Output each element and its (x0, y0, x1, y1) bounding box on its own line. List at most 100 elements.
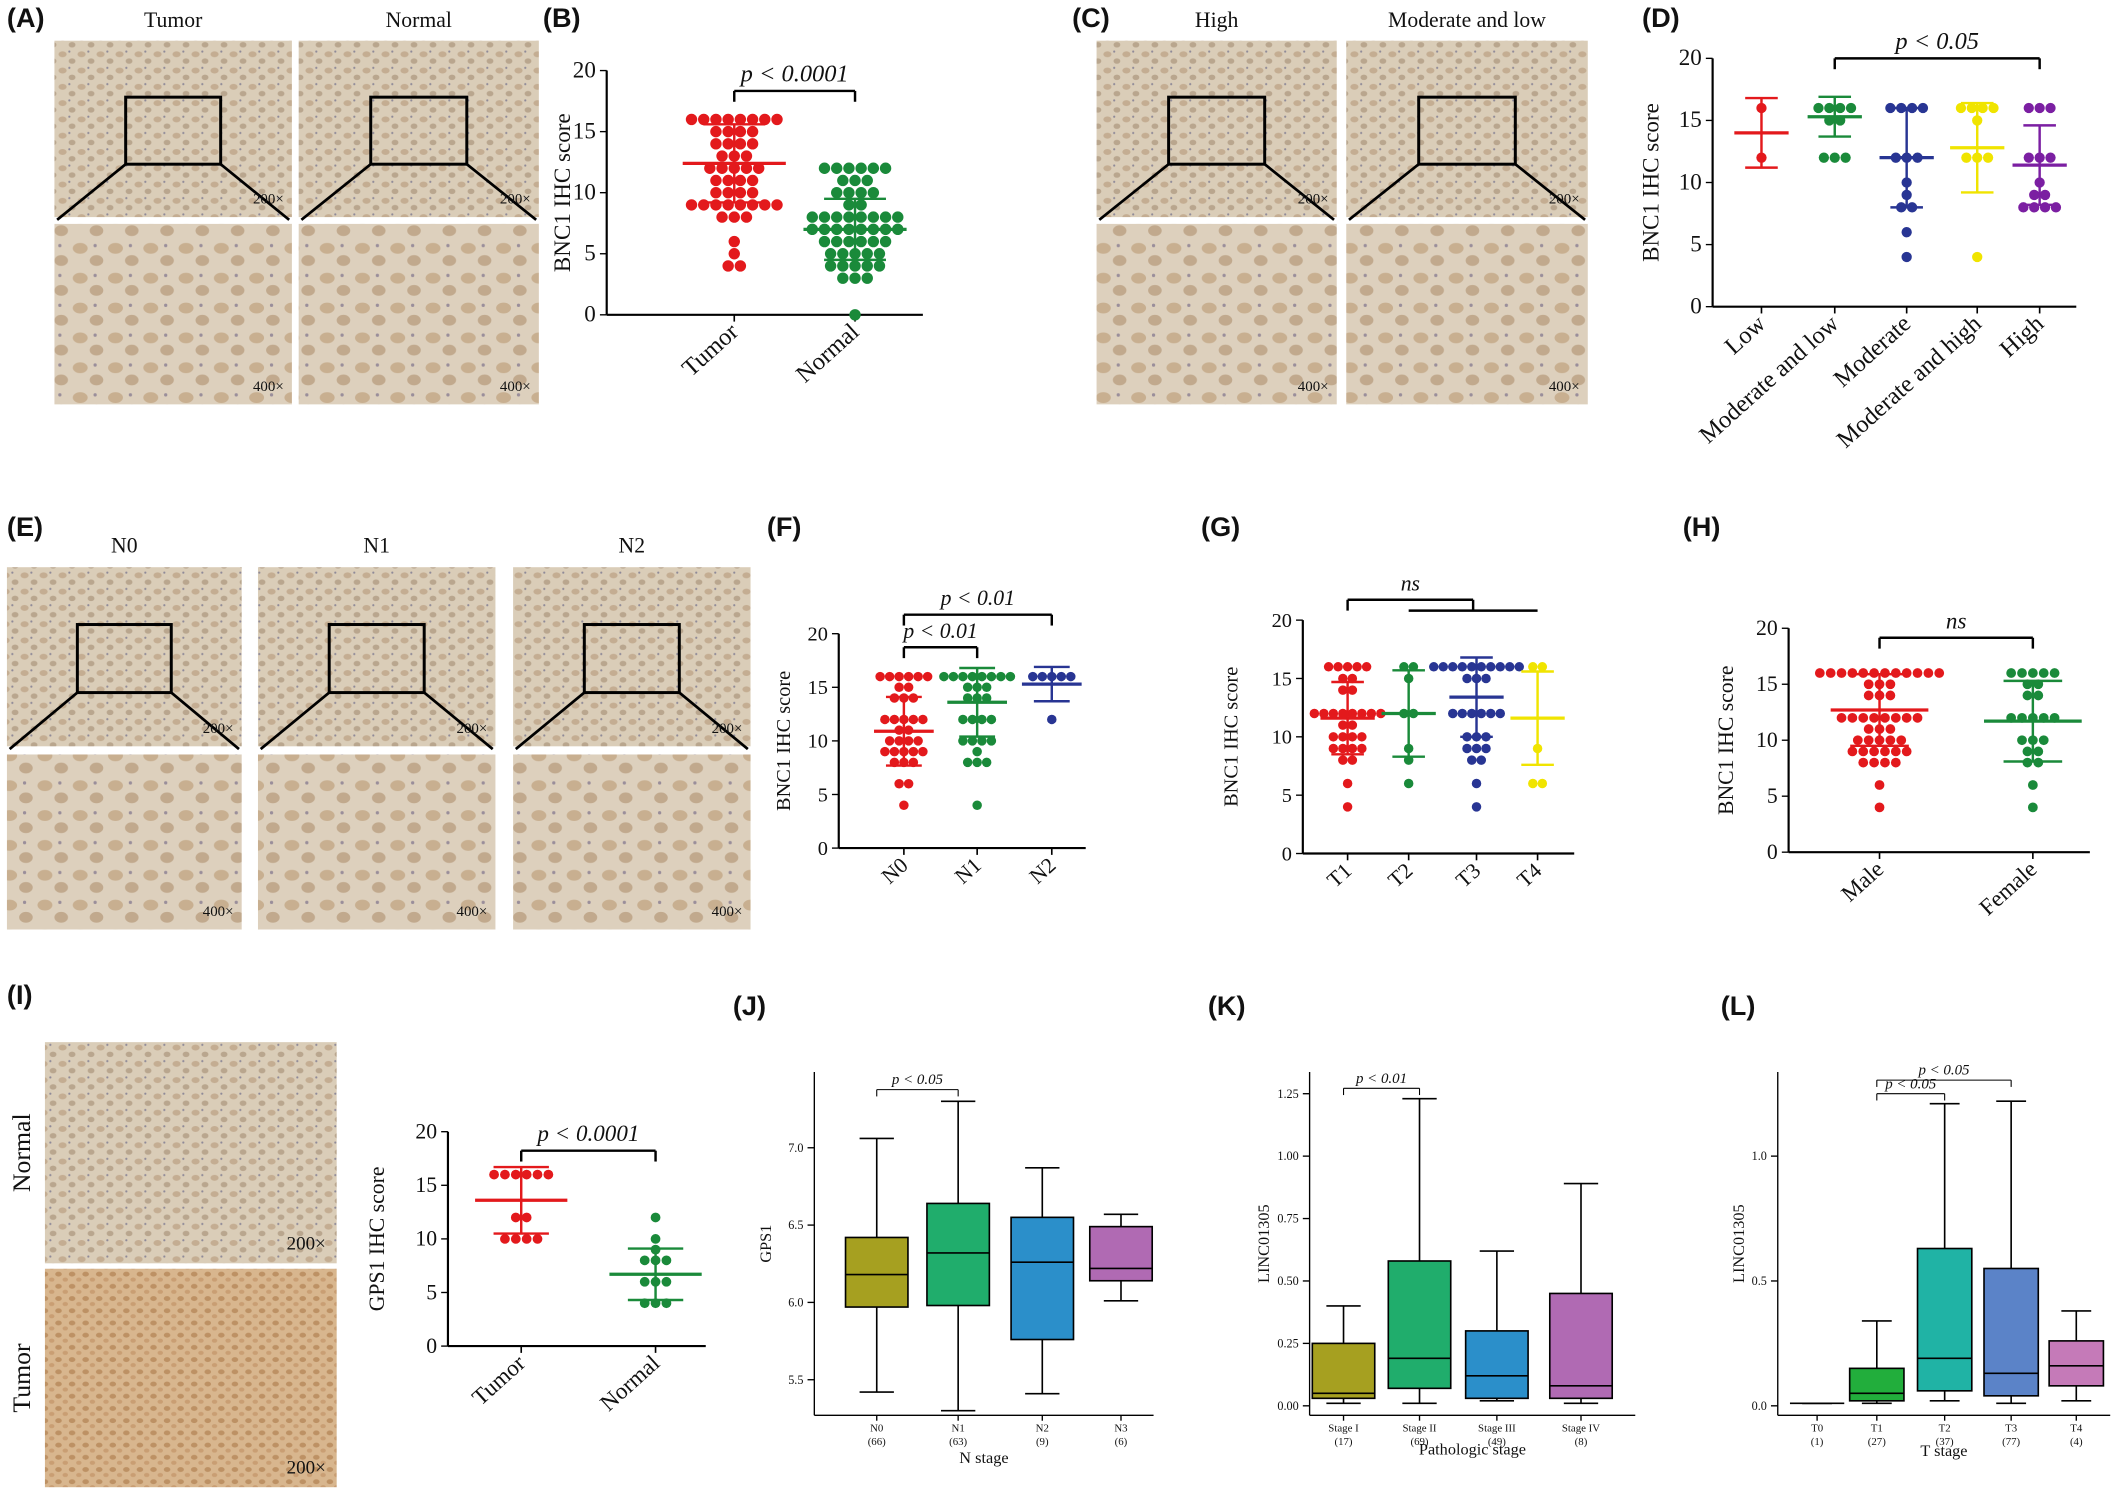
data-point (1338, 743, 1348, 754)
zoom-box (327, 623, 426, 695)
data-point (843, 211, 855, 223)
box (2048, 1340, 2105, 1387)
data-point (855, 199, 867, 211)
data-point (958, 714, 968, 725)
data-point (884, 736, 895, 746)
image-caption: High (1195, 8, 1239, 32)
data-point (861, 272, 873, 284)
data-point (1901, 251, 1912, 263)
box (1311, 1342, 1376, 1400)
y-axis-label: GPS1 IHC score (365, 1167, 389, 1312)
data-point (1836, 712, 1847, 723)
data-point (1476, 755, 1487, 765)
y-tick-label: 0.5 (1752, 1274, 1767, 1288)
data-point (1880, 746, 1890, 757)
annotation: ns (1401, 571, 1420, 595)
zoom-box (75, 623, 173, 695)
data-point (1869, 757, 1879, 768)
data-point (740, 150, 753, 162)
data-point (1869, 712, 1879, 723)
data-point (849, 272, 861, 284)
count-label: (9) (1036, 1436, 1049, 1448)
data-point (861, 174, 873, 187)
data-point (1357, 732, 1367, 742)
micrograph (54, 40, 292, 218)
data-point (1874, 780, 1885, 790)
y-tick-label: 6.0 (788, 1295, 803, 1309)
data-point (880, 746, 890, 757)
data-point (734, 199, 747, 211)
box (1916, 1247, 1973, 1392)
magnification: 400× (253, 379, 284, 395)
data-point (837, 272, 849, 284)
data-point (639, 1255, 650, 1266)
data-point (500, 1234, 510, 1244)
data-point (837, 260, 849, 272)
data-point (918, 746, 928, 757)
data-point (2023, 102, 2034, 114)
data-point (759, 199, 771, 211)
data-point (1467, 755, 1477, 765)
data-point (939, 671, 949, 682)
data-point (759, 113, 771, 126)
magnification: 400× (1549, 379, 1580, 395)
image-caption: Tumor (144, 8, 203, 32)
data-point (722, 113, 734, 126)
count-label: (77) (2002, 1436, 2020, 1448)
data-point (894, 682, 904, 693)
data-point (722, 125, 734, 138)
data-point (1471, 802, 1482, 812)
data-point (894, 671, 904, 682)
y-axis-label: LINC01305 (1254, 1204, 1273, 1283)
data-point (1835, 102, 1846, 114)
data-point (734, 113, 747, 126)
data-point (1338, 708, 1348, 719)
data-point (1471, 743, 1482, 754)
x-tick-label: T2 (1939, 1423, 1951, 1435)
annotation: p < 0.05 (1917, 1063, 1970, 1079)
y-tick-label: 0.25 (1277, 1336, 1298, 1350)
data-point (1028, 671, 1038, 682)
data-point (521, 1212, 532, 1223)
zoom-line (423, 691, 494, 751)
data-point (962, 693, 973, 703)
x-tick-label: Male (1836, 856, 1889, 907)
data-point (685, 113, 698, 126)
y-tick-label: 20 (1679, 44, 1702, 70)
data-point (543, 1169, 554, 1180)
data-point (1457, 708, 1468, 719)
data-point (1347, 743, 1358, 754)
data-point (1966, 102, 1977, 114)
data-point (831, 162, 843, 174)
magnification: 200× (1549, 192, 1580, 208)
box (1010, 1216, 1075, 1341)
data-point (824, 248, 837, 260)
data-point (855, 235, 867, 248)
data-point (521, 1234, 532, 1244)
data-point (1818, 152, 1830, 163)
zoom-line (259, 691, 331, 751)
data-point (1537, 778, 1548, 789)
y-tick-label: 20 (1756, 616, 1778, 640)
annotation: p < 0.01 (1355, 1071, 1407, 1087)
micrograph (1096, 223, 1337, 405)
x-tick-label: T2 (1383, 858, 1417, 892)
data-point (977, 671, 987, 682)
box (1088, 1225, 1154, 1282)
y-tick-label: 6.5 (788, 1218, 803, 1232)
data-point (873, 248, 886, 260)
data-point (889, 746, 900, 757)
data-point (710, 113, 722, 126)
y-axis-label: LINC01305 (1729, 1204, 1748, 1283)
data-point (1328, 732, 1339, 742)
data-point (2023, 152, 2034, 163)
data-point (986, 671, 997, 682)
data-point (728, 235, 740, 248)
y-tick-label: 5 (1282, 785, 1292, 807)
data-point (855, 211, 867, 223)
data-point (818, 235, 831, 248)
data-point (1342, 802, 1353, 812)
data-point (2027, 780, 2038, 790)
data-point (861, 260, 873, 272)
zoom-line (170, 691, 240, 751)
